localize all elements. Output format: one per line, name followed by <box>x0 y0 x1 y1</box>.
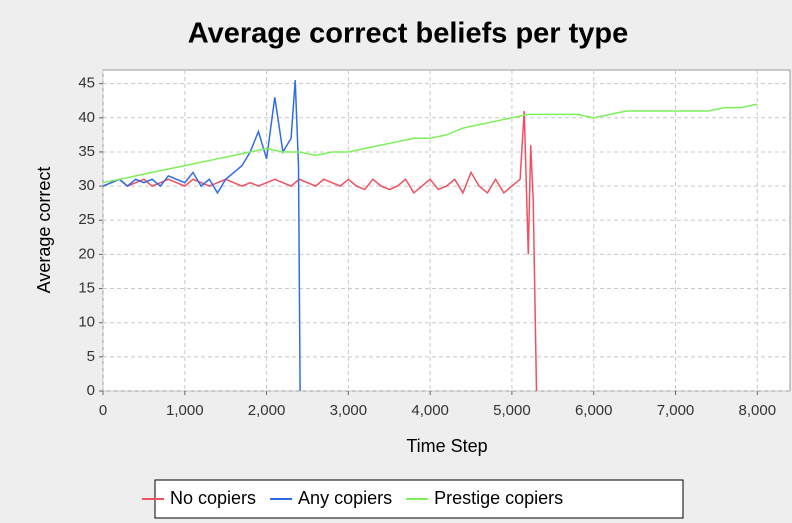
y-tick-label: 35 <box>78 143 95 160</box>
x-tick-label: 6,000 <box>575 402 613 419</box>
y-tick-label: 10 <box>78 314 95 331</box>
x-tick-label: 8,000 <box>739 402 777 419</box>
series-line <box>102 80 301 392</box>
x-axis-label: Time Step <box>406 436 487 456</box>
x-tick-label: 2,000 <box>248 402 286 419</box>
series-line <box>102 110 538 392</box>
legend-label: Any copiers <box>298 488 392 508</box>
series-line <box>102 103 758 184</box>
x-tick-label: 5,000 <box>493 402 531 419</box>
y-tick-label: 30 <box>78 177 95 194</box>
y-tick-label: 5 <box>87 348 95 365</box>
x-tick-label: 0 <box>99 402 107 419</box>
x-tick-label: 4,000 <box>411 402 449 419</box>
chart-title: Average correct beliefs per type <box>188 18 629 50</box>
x-tick-label: 1,000 <box>166 402 204 419</box>
y-tick-label: 45 <box>78 75 95 92</box>
y-tick-label: 25 <box>78 211 95 228</box>
x-tick-label: 3,000 <box>330 402 368 419</box>
y-tick-label: 0 <box>87 382 95 399</box>
y-axis-label: Average correct <box>34 167 54 294</box>
y-tick-label: 20 <box>78 245 95 262</box>
legend-label: No copiers <box>170 488 256 508</box>
x-tick-label: 7,000 <box>657 402 695 419</box>
y-tick-label: 40 <box>78 109 95 126</box>
legend-label: Prestige copiers <box>434 488 563 508</box>
y-tick-label: 15 <box>78 280 95 297</box>
